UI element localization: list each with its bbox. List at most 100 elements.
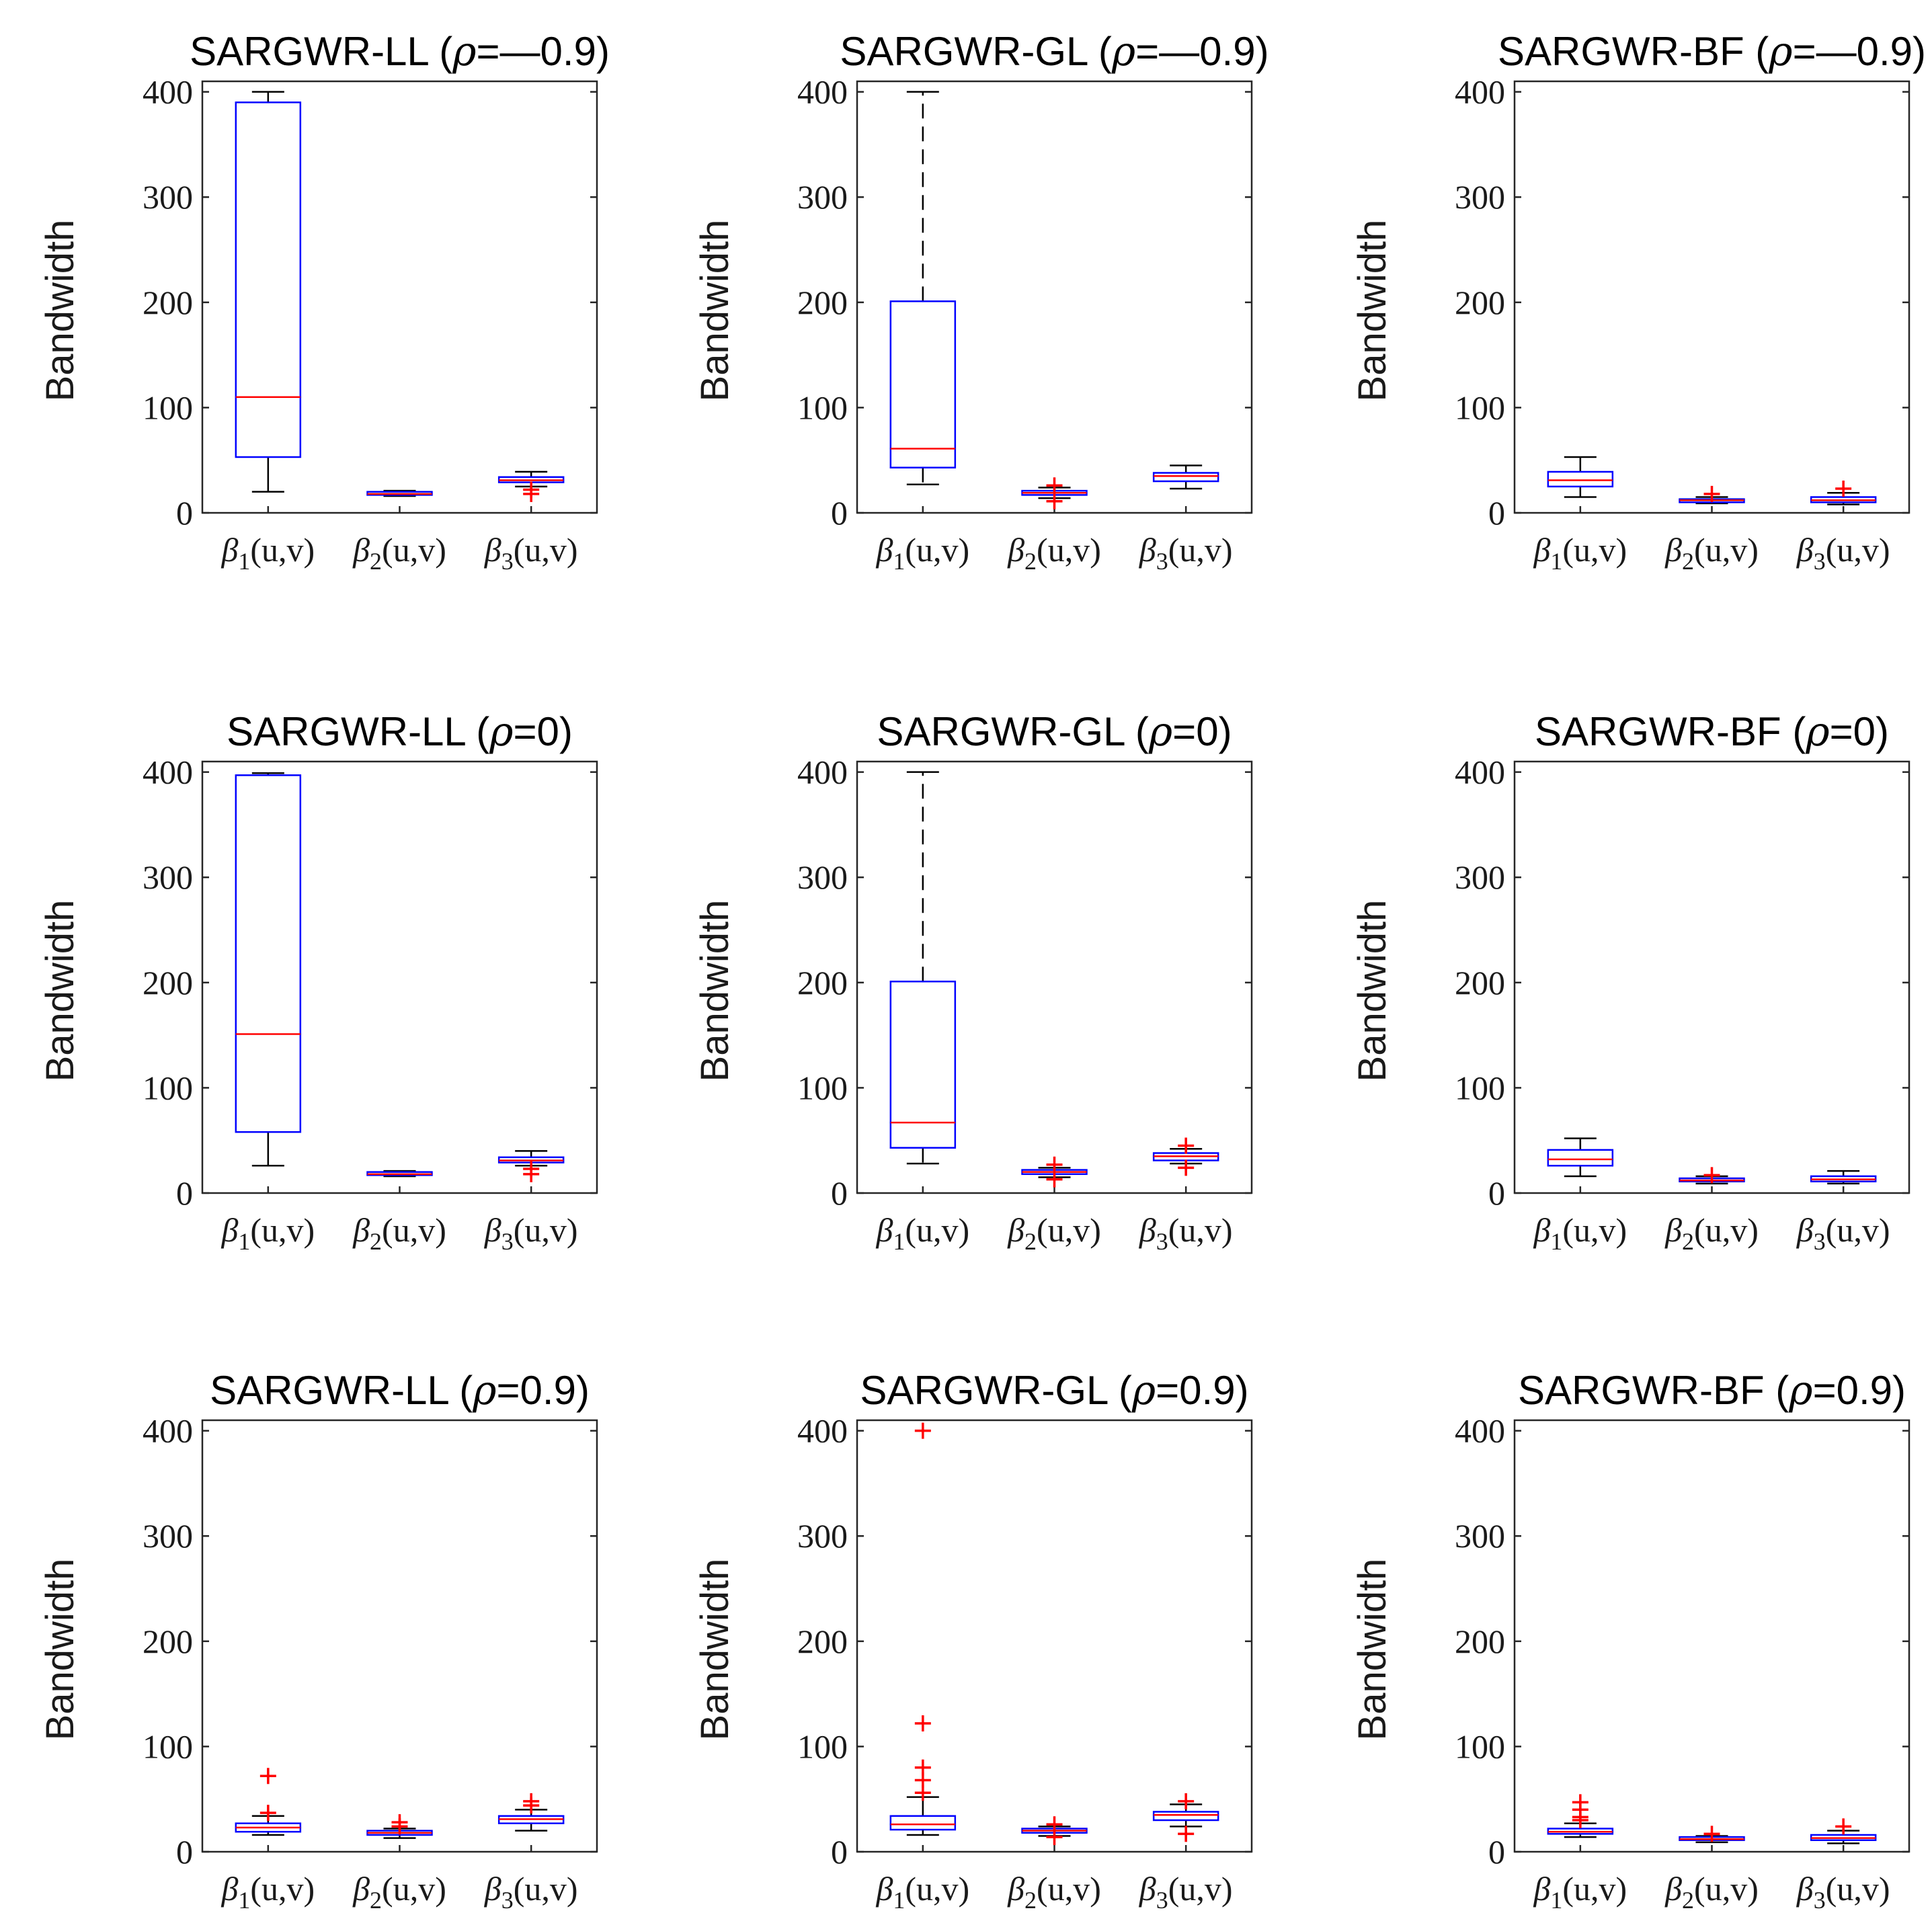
y-tick-label: 400 (143, 1412, 193, 1450)
box-1 (889, 91, 957, 485)
beta-symbol: β (1007, 531, 1024, 569)
beta-subscript: 3 (1814, 548, 1826, 575)
outlier-marker (1835, 480, 1852, 497)
x-tick-label: β1(u,v) (1533, 1211, 1627, 1255)
title-open: ( (1744, 29, 1769, 74)
y-tick-label: 0 (176, 1833, 193, 1871)
plot-area (1513, 80, 1910, 514)
outlier-marker (1835, 1818, 1852, 1835)
outlier-marker (1178, 1826, 1195, 1842)
beta-args: (u,v) (1168, 531, 1233, 569)
title-open: ( (1781, 709, 1806, 754)
subplot-9: 0 100 200 300 400 Bandwidth SARGWR-BF (ρ=0.9) β… (1351, 1367, 1910, 1914)
y-tick-label: 200 (1455, 284, 1505, 321)
y-tick-label: 400 (143, 73, 193, 111)
beta-subscript: 2 (1024, 1228, 1037, 1255)
subplot-2: 0 100 200 300 400 Bandwidth SARGWR-GL (ρ=—0.9)… (693, 28, 1269, 575)
x-tick-label: β1(u,v) (220, 531, 315, 575)
box-2 (1021, 1156, 1088, 1188)
beta-symbol: β (1664, 1870, 1682, 1908)
title-rho-value: =—0.9 (477, 29, 596, 74)
title-close: ) (1876, 709, 1889, 754)
title-name: SARGWR-LL (210, 1368, 448, 1413)
beta-args: (u,v) (1037, 1211, 1101, 1249)
title-name: SARGWR-BF (1518, 1368, 1765, 1413)
beta-args: (u,v) (1562, 531, 1627, 569)
outlier-marker (1046, 1816, 1063, 1833)
box-2 (366, 1170, 433, 1178)
iqr-box (1547, 470, 1614, 488)
box-3 (497, 1150, 565, 1182)
y-tick-label: 300 (797, 178, 848, 216)
subplot-7: 0 100 200 300 400 Bandwidth SARGWR-LL (ρ=0.9) β… (38, 1367, 598, 1914)
y-axis-label: Bandwidth (38, 1559, 82, 1741)
beta-args: (u,v) (1037, 1870, 1101, 1908)
beta-subscript: 1 (238, 1228, 250, 1255)
x-tick-label: β1(u,v) (1533, 1870, 1627, 1914)
title-rho-symbol: ρ (1111, 28, 1135, 75)
title-open: ( (1124, 709, 1149, 754)
y-tick-label: 200 (143, 964, 193, 1001)
outlier-marker (1703, 485, 1720, 502)
beta-symbol: β (484, 1870, 501, 1908)
beta-subscript: 1 (893, 548, 905, 575)
beta-symbol: β (1139, 1870, 1156, 1908)
outlier-marker (523, 1793, 540, 1809)
beta-symbol: β (1796, 531, 1814, 569)
y-tick-label: 400 (143, 753, 193, 791)
subplot-1: 0 100 200 300 400 Bandwidth SARGWR-LL (ρ=—0.9)… (38, 28, 610, 575)
x-tick-label: β1(u,v) (875, 531, 969, 575)
x-tick-label: β2(u,v) (1007, 1870, 1101, 1914)
beta-subscript: 3 (1156, 548, 1168, 575)
outlier-marker (391, 1814, 408, 1831)
beta-args: (u,v) (250, 1870, 315, 1908)
subplot-title: SARGWR-BF (ρ=—0.9) (1498, 28, 1926, 75)
y-tick-label: 0 (176, 494, 193, 532)
x-tick-label: β3(u,v) (1139, 531, 1233, 575)
beta-subscript: 3 (1814, 1228, 1826, 1255)
y-axis-label: Bandwidth (1351, 1559, 1394, 1741)
box-2 (1679, 1826, 1745, 1844)
beta-subscript: 2 (370, 1887, 382, 1914)
title-rho-symbol: ρ (489, 708, 513, 755)
y-tick-label: 400 (797, 73, 848, 111)
title-name: SARGWR-LL (227, 709, 465, 754)
y-tick-label: 100 (143, 1069, 193, 1106)
x-tick-label: β2(u,v) (352, 531, 446, 575)
iqr-box (1547, 1149, 1614, 1167)
y-tick-label: 100 (797, 388, 848, 426)
box-1 (1547, 1794, 1614, 1838)
x-tick-label: β3(u,v) (1139, 1870, 1233, 1914)
y-tick-label: 300 (1455, 178, 1505, 216)
beta-symbol: β (1139, 531, 1156, 569)
beta-args: (u,v) (1694, 1870, 1759, 1908)
beta-subscript: 3 (1814, 1887, 1826, 1914)
y-tick-label: 0 (831, 1174, 848, 1212)
y-tick-label: 100 (1455, 1727, 1505, 1765)
y-tick-label: 0 (1488, 1833, 1505, 1871)
box-3 (497, 470, 565, 502)
title-name: SARGWR-GL (877, 709, 1125, 754)
beta-symbol: β (484, 1211, 501, 1249)
subplot-title: SARGWR-GL (ρ=0.9) (860, 1367, 1248, 1414)
y-tick-label: 0 (1488, 1174, 1505, 1212)
beta-args: (u,v) (514, 1870, 578, 1908)
x-tick-label: β2(u,v) (1664, 1211, 1759, 1255)
title-rho-value: =0 (1830, 709, 1876, 754)
box-1 (889, 1422, 957, 1836)
beta-symbol: β (875, 1211, 893, 1249)
box-1 (1547, 456, 1614, 498)
y-tick-label: 400 (797, 1412, 848, 1450)
y-tick-label: 100 (143, 1727, 193, 1765)
y-tick-label: 0 (1488, 494, 1505, 532)
title-open: ( (428, 29, 453, 74)
beta-symbol: β (1533, 1870, 1550, 1908)
title-rho-symbol: ρ (1148, 708, 1172, 755)
subplot-8: 0 100 200 300 400 Bandwidth SARGWR-GL (ρ=0.9) β… (693, 1367, 1253, 1914)
plot-area (201, 760, 598, 1194)
beta-subscript: 3 (501, 1887, 514, 1914)
beta-args: (u,v) (1562, 1870, 1627, 1908)
title-open: ( (465, 709, 490, 754)
beta-symbol: β (220, 1211, 238, 1249)
